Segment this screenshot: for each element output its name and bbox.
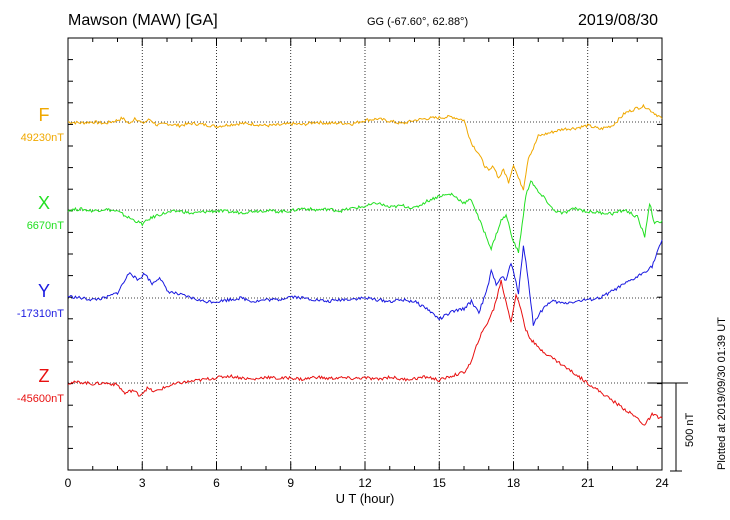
x-tick-label: 9 xyxy=(287,476,294,490)
x-axis-label: U T (hour) xyxy=(336,491,395,506)
plotted-timestamp: Plotted at 2019/09/30 01:39 UT xyxy=(716,317,728,470)
series-name-z: Z xyxy=(39,366,50,386)
series-line-f xyxy=(67,103,663,191)
x-tick-label: 3 xyxy=(139,476,146,490)
chart-date: 2019/08/30 xyxy=(578,12,659,29)
series-name-y: Y xyxy=(38,281,50,301)
baseline-value-f: 49230nT xyxy=(21,132,65,144)
x-tick-label: 21 xyxy=(581,476,595,490)
station-title: Mawson (MAW) [GA] xyxy=(68,12,218,29)
series-name-f: F xyxy=(39,105,50,125)
baseline-value-z: -45600nT xyxy=(17,393,64,405)
baseline-value-y: -17310nT xyxy=(17,308,64,320)
x-tick-label: 18 xyxy=(507,476,521,490)
baseline-value-x: 6670nT xyxy=(27,220,65,232)
x-tick-label: 24 xyxy=(655,476,669,490)
scale-bar-label: 500 nT xyxy=(684,412,696,447)
x-tick-label: 0 xyxy=(65,476,72,490)
series-line-z xyxy=(67,279,663,426)
series-line-x xyxy=(67,180,663,254)
x-tick-label: 12 xyxy=(358,476,372,490)
x-tick-label: 15 xyxy=(433,476,447,490)
series-line-y xyxy=(67,239,663,326)
series-name-x: X xyxy=(38,193,50,213)
station-coordinates: GG (-67.60°, 62.88°) xyxy=(367,16,469,28)
x-tick-label: 6 xyxy=(213,476,220,490)
